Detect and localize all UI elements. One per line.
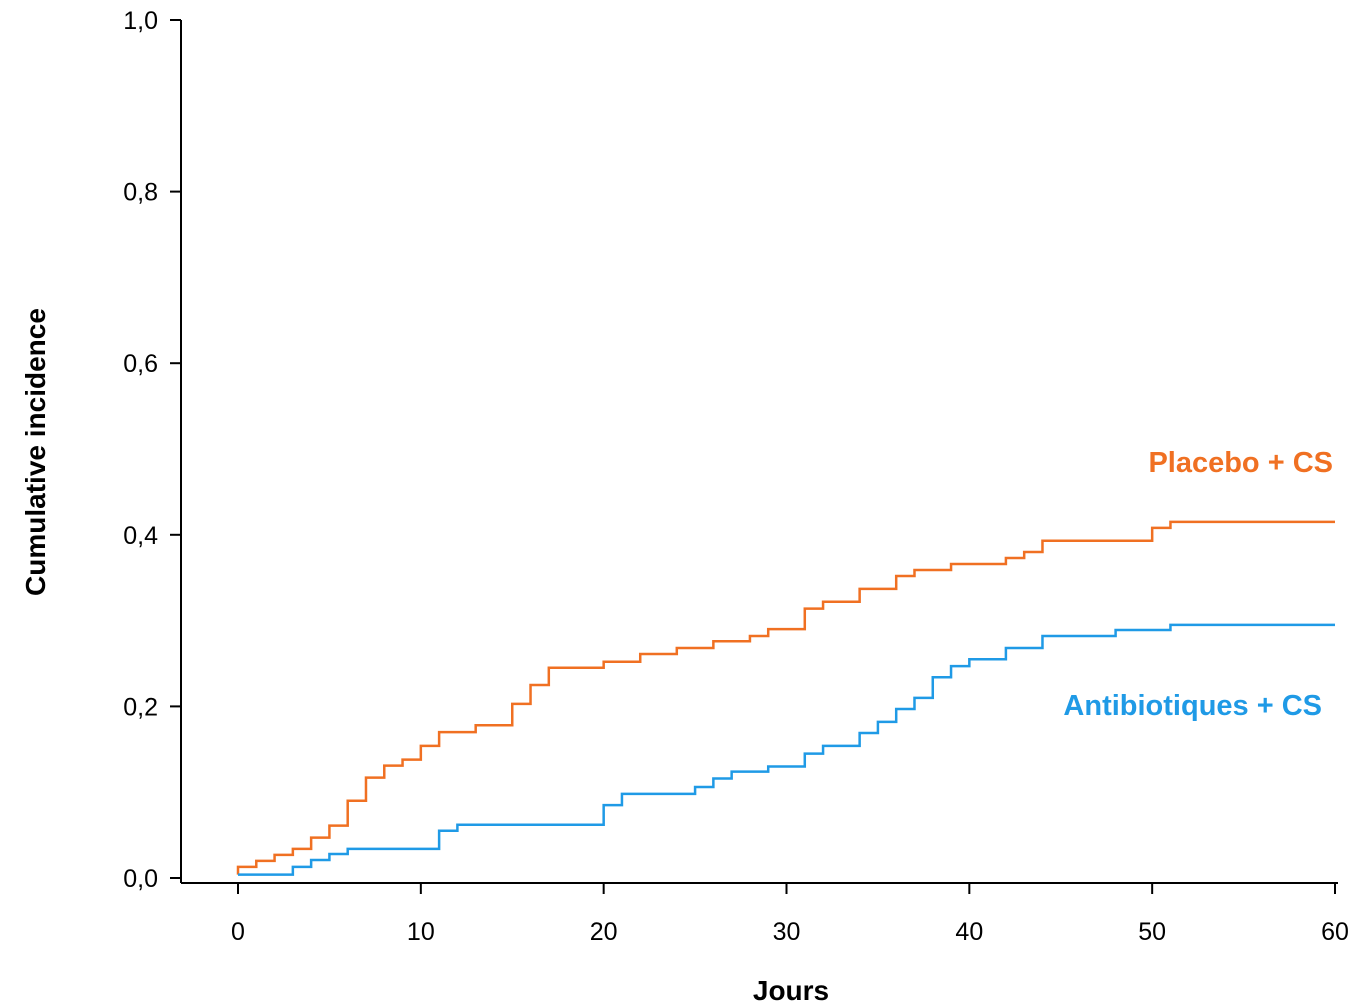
x-tick-label: 0 — [231, 918, 245, 946]
x-ticks: 0 10 20 30 40 50 60 — [231, 883, 1349, 946]
y-tick-label: 0,6 — [123, 350, 158, 378]
x-tick-label: 20 — [590, 918, 618, 946]
x-tick-label: 10 — [407, 918, 435, 946]
x-tick-label: 60 — [1321, 918, 1349, 946]
x-axis-title: Jours — [753, 975, 829, 1006]
y-tick-label: 0,2 — [123, 693, 158, 721]
y-axis-title: Cumulative incidence — [20, 308, 51, 596]
y-tick-label: 0,8 — [123, 179, 158, 207]
series-line-antibiotiques — [238, 623, 1335, 876]
y-ticks: 0,0 0,2 0,4 0,6 0,8 1,0 — [123, 7, 181, 893]
series-label-antibiotiques: Antibiotiques + CS — [1063, 690, 1322, 722]
x-tick-label: 40 — [955, 918, 983, 946]
x-tick-label: 50 — [1138, 918, 1166, 946]
series-line-placebo — [236, 520, 1335, 875]
x-tick-label: 30 — [773, 918, 801, 946]
series-label-placebo: Placebo + CS — [1148, 447, 1333, 479]
y-tick-label: 0,0 — [123, 865, 158, 893]
axes — [180, 20, 1338, 884]
y-tick-label: 0,4 — [123, 522, 158, 550]
y-tick-label: 1,0 — [123, 7, 158, 35]
series-lines — [236, 520, 1335, 876]
